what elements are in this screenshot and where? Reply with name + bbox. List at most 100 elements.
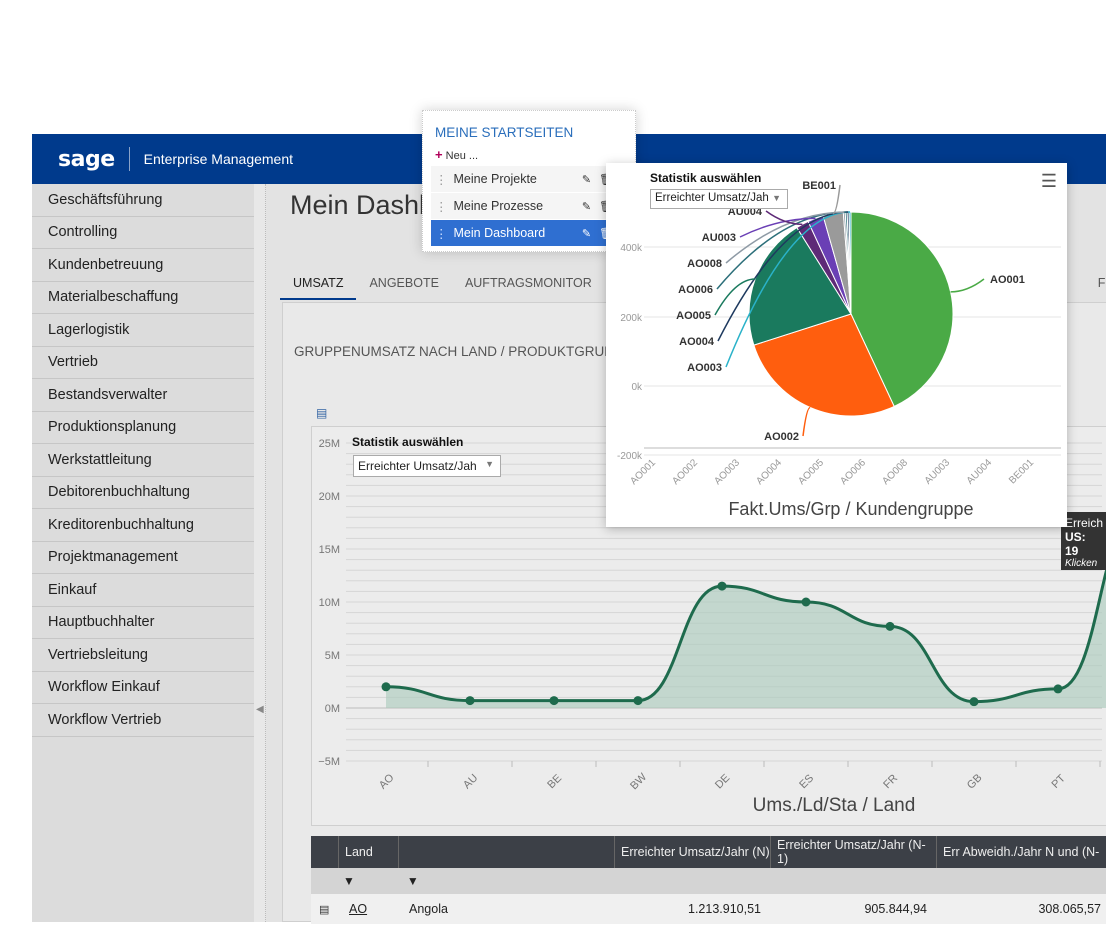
drag-handle-icon[interactable]: ⋮ — [435, 226, 448, 241]
tab-fert[interactable]: FERT — [1097, 276, 1106, 290]
sidebar-item[interactable]: Materialbeschaffung — [32, 282, 254, 314]
drag-handle-icon[interactable]: ⋮ — [435, 199, 448, 214]
plus-icon: + — [435, 147, 443, 162]
sidebar-item[interactable]: Workflow Vertrieb — [32, 704, 254, 737]
data-point — [717, 581, 727, 591]
tab-angebote[interactable]: ANGEBOTE — [369, 276, 439, 290]
startseiten-menu: MEINE STARTSEITEN + Neu ... ⋮ Meine Proj… — [422, 110, 636, 252]
connector-line — [765, 210, 803, 226]
series-line — [385, 566, 1106, 704]
area-fill — [386, 572, 1106, 708]
data-point — [633, 696, 643, 706]
chevron-down-icon: ▼ — [772, 193, 781, 203]
connector-line — [717, 211, 849, 342]
sidebar-item[interactable]: Projektmanagement — [32, 542, 254, 574]
pencil-icon[interactable]: ✎ — [581, 173, 592, 186]
y-tick-label: 0M — [325, 703, 340, 715]
x-tick-label: GB — [965, 772, 985, 792]
table-view-icon[interactable]: ▤ — [316, 406, 328, 420]
menu-title: MEINE STARTSEITEN — [435, 125, 574, 140]
sidebar-collapse-handle[interactable]: ◀ — [254, 184, 266, 922]
x-tick-label: PT — [1049, 772, 1068, 791]
sidebar-item[interactable]: Vertrieb — [32, 347, 254, 379]
y-tick-label: 25M — [319, 438, 340, 450]
header-abweichung[interactable]: Err Abweidh./Jahr N und (N- — [943, 845, 1100, 859]
slice-label: AO003 — [687, 362, 722, 374]
data-point — [969, 697, 979, 707]
slice-label: BE001 — [802, 180, 836, 192]
sidebar-item[interactable]: Workflow Einkauf — [32, 672, 254, 704]
header-umsatz-n[interactable]: Erreichter Umsatz/Jahr (N) — [615, 836, 771, 868]
chevron-down-icon: ▼ — [485, 459, 494, 469]
y-tick-label: 200k — [620, 313, 643, 324]
sidebar-item[interactable]: Einkauf — [32, 574, 254, 607]
chevron-left-icon[interactable]: ◀ — [256, 704, 264, 715]
sidebar-item[interactable]: Werkstattleitung — [32, 444, 254, 477]
data-point — [885, 621, 895, 631]
chart-tooltip: Erreich US: 19 Klicken — [1061, 512, 1106, 570]
filter-icon[interactable]: ▼ — [406, 874, 419, 888]
connector-line — [714, 278, 756, 316]
x-tick-label: AO002 — [670, 457, 700, 487]
stat-select[interactable]: Erreichter Umsatz/Jah ▼ — [650, 189, 788, 209]
sidebar-item[interactable]: Kundenbetreuung — [32, 249, 254, 282]
menu-item-prozesse[interactable]: ⋮ Meine Prozesse ✎🗑 — [431, 193, 619, 219]
header-icon-col — [311, 836, 339, 868]
menu-icon[interactable]: ☰ — [1040, 171, 1057, 191]
sidebar-item[interactable]: Bestandsverwalter — [32, 379, 254, 412]
cell-code[interactable]: AO — [349, 902, 368, 916]
data-table: Land Erreichter Umsatz/Jahr (N) Erreicht… — [311, 836, 1106, 926]
pie-slice — [748, 226, 852, 346]
header-umsatz-n1[interactable]: Erreichter Umsatz/Jahr (N-1) — [771, 836, 937, 868]
menu-item-projekte[interactable]: ⋮ Meine Projekte ✎🗑 — [431, 166, 619, 192]
new-label: Neu ... — [445, 150, 479, 162]
pie-chart-widget: 400k 200k 0k -200k AO001 AO002 AO003 AO004 AO005… — [606, 163, 1067, 527]
new-startpage-button[interactable]: + Neu ... — [435, 147, 478, 162]
connector-line — [950, 278, 985, 293]
cell-abweichung: 308.065,57 — [1038, 902, 1101, 916]
menu-item-label: Mein Dashboard — [453, 226, 546, 240]
stat-select[interactable]: Erreichter Umsatz/Jah ▼ — [353, 455, 501, 477]
sidebar-item[interactable]: Geschäftsführung — [32, 184, 254, 217]
pencil-icon[interactable]: ✎ — [581, 227, 592, 240]
header-land[interactable]: Land — [339, 836, 399, 868]
sidebar-item[interactable]: Lagerlogistik — [32, 314, 254, 347]
sidebar-item[interactable]: Kreditorenbuchhaltung — [32, 509, 254, 542]
data-point — [381, 682, 391, 692]
tab-auftragsmonitor[interactable]: AUFTRAGSMONITOR — [464, 276, 592, 290]
table-header: Land Erreichter Umsatz/Jahr (N) Erreicht… — [311, 836, 1106, 868]
header-blank — [399, 836, 615, 868]
data-point — [465, 696, 475, 706]
sidebar-item[interactable]: Debitorenbuchhaltung — [32, 477, 254, 509]
x-tick-label: AO008 — [880, 457, 910, 487]
slice-label: AO002 — [764, 431, 799, 443]
slice-label: AO004 — [679, 336, 715, 348]
sidebar-item[interactable]: Produktionsplanung — [32, 412, 254, 444]
y-tick-label: 10M — [319, 597, 340, 609]
y-tick-label: 0k — [631, 382, 643, 393]
drag-handle-icon[interactable]: ⋮ — [435, 172, 448, 187]
x-tick-label: DE — [713, 772, 732, 791]
pie-slice — [850, 211, 954, 408]
menu-item-label: Meine Prozesse — [453, 199, 544, 213]
x-tick-label: FR — [881, 772, 900, 791]
table-row[interactable]: ▤ AO Angola 1.213.910,51 905.844,94 308.… — [311, 894, 1106, 924]
pencil-icon[interactable]: ✎ — [581, 200, 592, 213]
x-tick-label: AO — [377, 772, 397, 792]
x-tick-label: AO003 — [712, 457, 742, 487]
tooltip-line: Erreich — [1065, 516, 1104, 530]
cell-umsatz-n: 1.213.910,51 — [688, 902, 761, 916]
sidebar-item[interactable]: Hauptbuchhalter — [32, 607, 254, 639]
menu-item-label: Meine Projekte — [453, 172, 537, 186]
tab-umsatz[interactable]: UMSATZ — [280, 266, 357, 300]
x-axis-title: Ums./Ld/Sta / Land — [753, 795, 916, 816]
filter-icon[interactable]: ▼ — [343, 874, 355, 888]
row-detail-icon[interactable]: ▤ — [319, 903, 330, 916]
tab-bar: UMSATZ ANGEBOTE AUFTRAGSMONITOR FERT — [280, 266, 1106, 300]
menu-item-dashboard[interactable]: ⋮ Mein Dashboard ✎🗑 — [431, 220, 619, 246]
connector-line — [725, 211, 851, 368]
sage-logo[interactable]: sage — [58, 146, 115, 172]
sidebar-item[interactable]: Vertriebsleitung — [32, 639, 254, 672]
y-tick-label: 15M — [319, 544, 340, 556]
sidebar-item[interactable]: Controlling — [32, 217, 254, 249]
